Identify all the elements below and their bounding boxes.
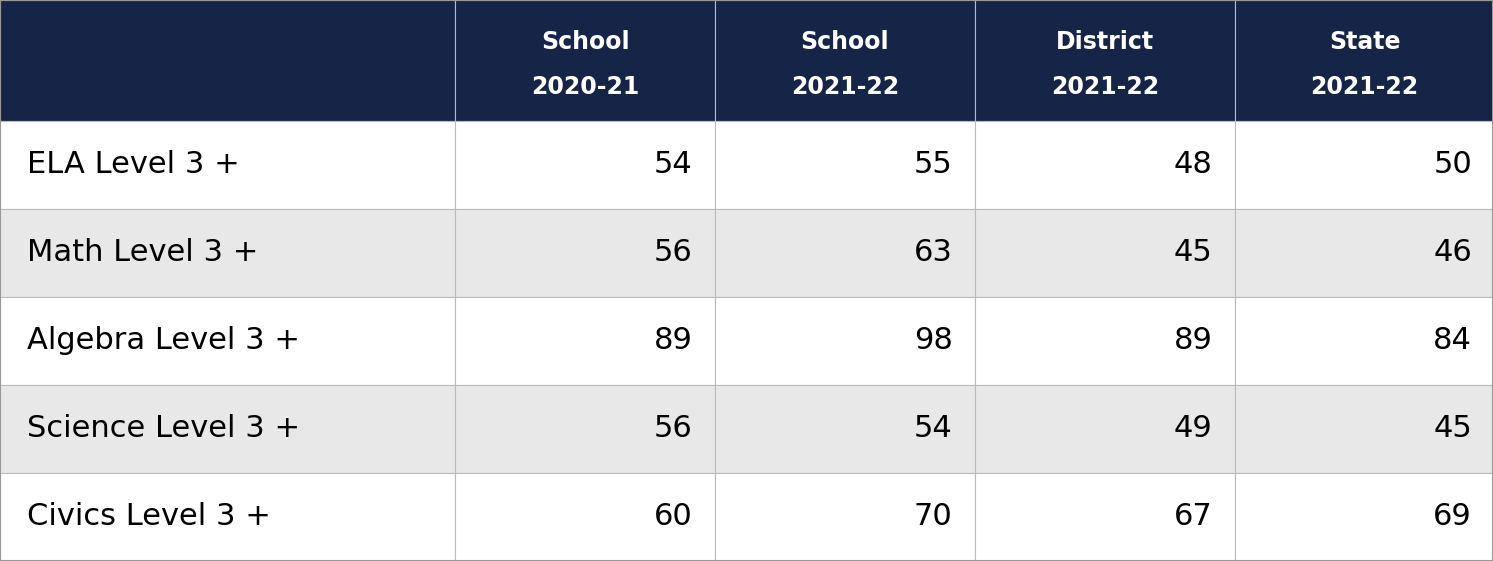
Text: 84: 84 bbox=[1433, 327, 1472, 355]
Text: 89: 89 bbox=[654, 327, 693, 355]
Bar bbox=[1235, 297, 1493, 385]
Text: 45: 45 bbox=[1173, 238, 1212, 267]
Text: 89: 89 bbox=[1173, 327, 1212, 355]
Bar bbox=[975, 297, 1235, 385]
Text: 54: 54 bbox=[914, 415, 953, 443]
Bar bbox=[455, 121, 715, 209]
Text: 69: 69 bbox=[1433, 503, 1472, 531]
Bar bbox=[455, 473, 715, 561]
Bar bbox=[715, 473, 975, 561]
Bar bbox=[455, 297, 715, 385]
Text: 63: 63 bbox=[914, 238, 953, 267]
Text: ELA Level 3 +: ELA Level 3 + bbox=[27, 150, 239, 179]
Text: Civics Level 3 +: Civics Level 3 + bbox=[27, 503, 270, 531]
Bar bbox=[1235, 473, 1493, 561]
Text: Science Level 3 +: Science Level 3 + bbox=[27, 415, 300, 443]
Text: School: School bbox=[540, 30, 630, 54]
Text: 50: 50 bbox=[1433, 150, 1472, 179]
Text: 2021-22: 2021-22 bbox=[791, 75, 899, 99]
Text: 56: 56 bbox=[654, 238, 693, 267]
Text: 45: 45 bbox=[1433, 415, 1472, 443]
Text: 48: 48 bbox=[1173, 150, 1212, 179]
Bar bbox=[975, 473, 1235, 561]
Bar bbox=[715, 209, 975, 297]
Bar bbox=[0, 473, 455, 561]
Bar bbox=[975, 209, 1235, 297]
Bar bbox=[1235, 121, 1493, 209]
Bar bbox=[975, 121, 1235, 209]
Text: 49: 49 bbox=[1173, 415, 1212, 443]
Text: 46: 46 bbox=[1433, 238, 1472, 267]
Text: 54: 54 bbox=[654, 150, 693, 179]
Text: Math Level 3 +: Math Level 3 + bbox=[27, 238, 258, 267]
Bar bbox=[0, 297, 455, 385]
Text: 55: 55 bbox=[914, 150, 953, 179]
Bar bbox=[715, 121, 975, 209]
Bar bbox=[715, 0, 975, 121]
Bar bbox=[455, 209, 715, 297]
Bar bbox=[0, 0, 455, 121]
Bar bbox=[1235, 385, 1493, 473]
Text: District: District bbox=[1056, 30, 1154, 54]
Bar bbox=[0, 385, 455, 473]
Text: Algebra Level 3 +: Algebra Level 3 + bbox=[27, 327, 300, 355]
Text: 70: 70 bbox=[914, 503, 953, 531]
Bar bbox=[1235, 0, 1493, 121]
Bar bbox=[975, 0, 1235, 121]
Bar bbox=[455, 0, 715, 121]
Bar bbox=[715, 297, 975, 385]
Bar bbox=[975, 385, 1235, 473]
Text: 2021-22: 2021-22 bbox=[1311, 75, 1418, 99]
Bar bbox=[1235, 209, 1493, 297]
Bar bbox=[715, 385, 975, 473]
Text: 60: 60 bbox=[654, 503, 693, 531]
Bar bbox=[455, 385, 715, 473]
Text: 56: 56 bbox=[654, 415, 693, 443]
Bar bbox=[0, 209, 455, 297]
Text: School: School bbox=[800, 30, 890, 54]
Bar bbox=[0, 121, 455, 209]
Text: 2021-22: 2021-22 bbox=[1051, 75, 1159, 99]
Text: 98: 98 bbox=[914, 327, 953, 355]
Text: State: State bbox=[1329, 30, 1400, 54]
Text: 67: 67 bbox=[1173, 503, 1212, 531]
Text: 2020-21: 2020-21 bbox=[532, 75, 639, 99]
